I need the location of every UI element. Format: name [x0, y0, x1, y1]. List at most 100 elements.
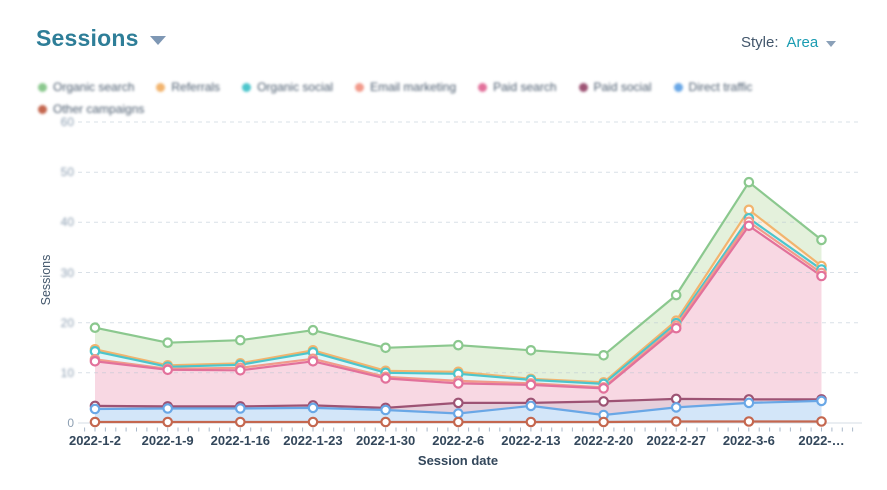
data-point-other-campaigns[interactable] — [162, 416, 173, 428]
data-point-other-campaigns[interactable] — [598, 416, 609, 428]
data-point-organic-search[interactable] — [816, 234, 827, 246]
data-point-other-campaigns[interactable] — [816, 416, 827, 427]
data-point-direct-traffic[interactable] — [670, 402, 682, 413]
data-point-organic-search[interactable] — [743, 176, 755, 188]
data-point-organic-search[interactable] — [380, 342, 391, 354]
area-paid-search — [95, 225, 822, 423]
y-tick-label: 40 — [60, 215, 74, 230]
y-tick-label: 60 — [60, 115, 74, 129]
data-point-direct-traffic[interactable] — [452, 408, 464, 419]
data-point-other-campaigns[interactable] — [452, 416, 464, 428]
x-tick-label: 2022-2-20 — [573, 433, 634, 448]
data-point-direct-traffic[interactable] — [816, 395, 827, 407]
data-point-paid-search[interactable] — [162, 364, 173, 376]
y-tick-label: 20 — [60, 315, 74, 330]
legend-item-paid-search[interactable]: Paid search — [478, 80, 557, 94]
data-point-other-campaigns[interactable] — [525, 416, 537, 428]
data-point-direct-traffic[interactable] — [162, 403, 173, 414]
data-point-direct-traffic[interactable] — [235, 403, 246, 414]
page-title: Sessions — [36, 25, 139, 51]
legend-dot-icon — [242, 82, 252, 92]
x-tick-label: 2022-2-27 — [646, 433, 706, 448]
data-point-paid-search[interactable] — [816, 270, 827, 282]
legend-label: Direct traffic — [688, 80, 753, 94]
legend-item-other-campaigns[interactable]: Other campaigns — [38, 102, 144, 116]
data-point-other-campaigns[interactable] — [670, 416, 682, 427]
data-point-paid-search[interactable] — [307, 355, 319, 367]
legend-item-organic-search[interactable]: Organic search — [38, 80, 134, 94]
legend-item-organic-social[interactable]: Organic social — [242, 80, 333, 94]
data-point-paid-search[interactable] — [380, 373, 391, 384]
legend-dot-icon — [156, 82, 166, 92]
legend-item-paid-social[interactable]: Paid social — [578, 80, 652, 94]
data-point-direct-traffic[interactable] — [307, 402, 319, 414]
legend-item-referrals[interactable]: Referrals — [156, 80, 220, 94]
area-direct-traffic — [95, 400, 822, 423]
x-tick-label: 2022-1-23 — [283, 433, 343, 448]
data-point-organic-search[interactable] — [235, 334, 246, 346]
legend-label: Other campaigns — [53, 102, 145, 116]
y-tick-label: 0 — [67, 416, 74, 430]
data-point-direct-traffic[interactable] — [525, 400, 537, 412]
data-point-paid-social[interactable] — [452, 397, 464, 409]
data-point-organic-search[interactable] — [307, 324, 319, 336]
x-tick-label: 2022-… — [798, 433, 845, 448]
data-point-paid-search[interactable] — [89, 355, 101, 367]
data-point-organic-search[interactable] — [89, 322, 101, 333]
y-tick-label: 30 — [60, 265, 74, 280]
legend-item-direct-traffic[interactable]: Direct traffic — [673, 80, 753, 94]
x-axis-title: Session date — [417, 453, 499, 468]
data-point-direct-traffic[interactable] — [743, 397, 755, 409]
x-tick-label: 2022-2-6 — [432, 433, 485, 448]
legend-label: Paid social — [593, 80, 652, 94]
legend-label: Organic search — [53, 80, 135, 94]
data-point-organic-search[interactable] — [525, 344, 537, 356]
y-tick-label: 50 — [60, 165, 74, 180]
data-point-organic-search[interactable] — [598, 349, 609, 361]
legend-label: Email marketing — [370, 80, 457, 94]
data-point-paid-social[interactable] — [670, 393, 682, 405]
x-tick-label: 2022-1-2 — [68, 433, 122, 448]
data-point-organic-search[interactable] — [452, 339, 464, 351]
legend-dot-icon — [38, 82, 47, 92]
data-point-other-campaigns[interactable] — [743, 416, 755, 427]
legend-dot-icon — [478, 82, 488, 92]
legend-label: Referrals — [171, 80, 221, 94]
legend-item-email-marketing[interactable]: Email marketing — [355, 80, 456, 94]
x-tick-label: 2022-2-13 — [501, 433, 561, 448]
data-point-organic-search[interactable] — [162, 337, 173, 348]
data-point-paid-search[interactable] — [452, 378, 464, 389]
data-point-paid-search[interactable] — [743, 220, 755, 232]
data-point-paid-search[interactable] — [525, 379, 537, 391]
x-tick-label: 2022-3-6 — [722, 433, 775, 448]
data-point-paid-search[interactable] — [670, 322, 682, 334]
data-point-paid-search[interactable] — [235, 364, 246, 376]
data-point-other-campaigns[interactable] — [235, 416, 246, 428]
data-point-other-campaigns[interactable] — [307, 416, 319, 428]
data-point-paid-search[interactable] — [598, 383, 609, 394]
style-dropdown[interactable]: Style: Area — [741, 34, 837, 51]
legend-dot-icon — [578, 82, 588, 92]
y-axis-title: Sessions — [39, 254, 53, 306]
chevron-down-icon — [149, 35, 166, 45]
x-tick-label: 2022-1-30 — [355, 433, 416, 448]
data-point-other-campaigns[interactable] — [380, 416, 391, 428]
y-tick-label: 10 — [60, 365, 74, 380]
legend-label: Paid search — [493, 80, 557, 94]
style-value: Area — [786, 34, 819, 51]
data-point-direct-traffic[interactable] — [89, 403, 101, 415]
legend-dot-icon — [38, 104, 47, 114]
data-point-direct-traffic[interactable] — [380, 404, 391, 416]
data-point-other-campaigns[interactable] — [89, 416, 101, 428]
x-tick-label: 2022-1-16 — [210, 433, 270, 448]
data-point-organic-search[interactable] — [670, 289, 682, 301]
chart-legend: Organic search Referrals Organic social Ema… — [38, 80, 818, 116]
legend-dot-icon — [355, 82, 365, 92]
x-tick-label: 2022-1-9 — [141, 433, 194, 448]
data-point-referrals[interactable] — [743, 204, 755, 216]
sessions-title-dropdown[interactable]: Sessions — [36, 25, 166, 52]
legend-dot-icon — [673, 82, 683, 92]
data-point-paid-social[interactable] — [598, 396, 609, 407]
